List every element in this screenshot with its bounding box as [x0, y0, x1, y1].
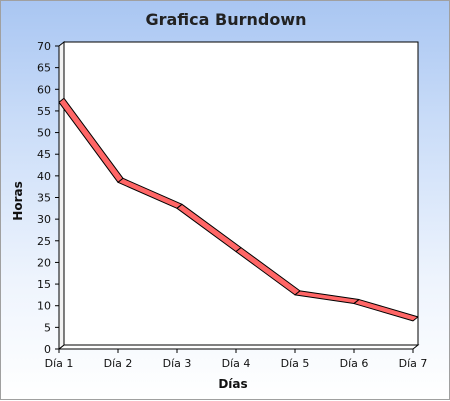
y-tick-label: 50 — [37, 127, 51, 140]
plot-back-wall — [64, 42, 418, 345]
x-tick-label: Día 6 — [340, 357, 369, 370]
y-tick-label: 0 — [44, 343, 51, 356]
x-axis-title: Días — [218, 377, 247, 391]
plot-area: 0 5 10 15 20 25 30 35 40 45 50 55 60 65 70 Día 1 Día 2 Dí… — [37, 40, 427, 370]
x-tick-label: Día 2 — [104, 357, 133, 370]
y-tick-label: 20 — [37, 256, 51, 269]
y-tick-label: 45 — [37, 148, 51, 161]
x-tick-label: Día 1 — [45, 357, 74, 370]
chart-title: Grafica Burndown — [145, 10, 306, 29]
y-tick-label: 60 — [37, 83, 51, 96]
plot-floor — [59, 345, 418, 349]
x-tick-label: Día 3 — [163, 357, 192, 370]
y-tick-label: 70 — [37, 40, 51, 53]
y-tick-label: 55 — [37, 105, 51, 118]
x-tick-label: Día 4 — [222, 357, 251, 370]
y-tick-label: 40 — [37, 170, 51, 183]
y-tick-label: 30 — [37, 213, 51, 226]
y-tick-label: 5 — [44, 321, 51, 334]
plot-side-wall — [59, 42, 64, 349]
y-tick-label: 35 — [37, 192, 51, 205]
y-tick-label: 15 — [37, 278, 51, 291]
y-tick-label: 25 — [37, 235, 51, 248]
x-tick-label: Día 7 — [399, 357, 428, 370]
x-tick-label: Día 5 — [281, 357, 310, 370]
y-axis-title: Horas — [11, 181, 25, 220]
y-tick-label: 10 — [37, 300, 51, 313]
y-tick-label: 65 — [37, 62, 51, 75]
